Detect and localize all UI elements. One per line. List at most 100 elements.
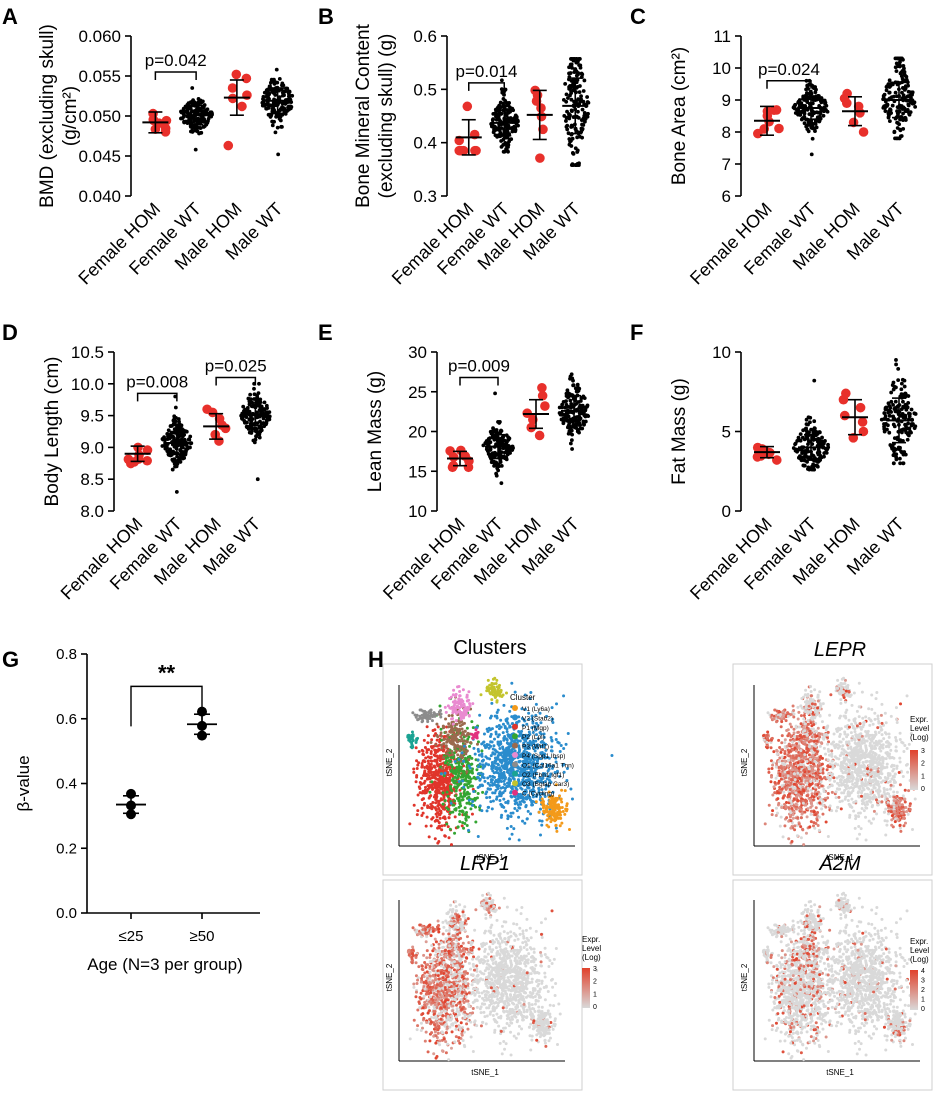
cell-point — [469, 777, 473, 781]
cell-point — [488, 757, 492, 761]
cell-point — [503, 725, 507, 729]
group-points — [839, 88, 869, 137]
data-point — [564, 402, 569, 407]
legend-label: V1 (Ly6a) — [522, 706, 550, 713]
cell-point — [516, 739, 520, 743]
data-point — [903, 118, 908, 122]
data-point — [267, 414, 272, 419]
cell-point — [416, 809, 420, 813]
data-point — [808, 420, 812, 425]
cell-point — [490, 701, 494, 705]
cell-point — [552, 809, 556, 813]
cell-point — [471, 702, 475, 706]
data-point — [810, 101, 815, 106]
cell-point — [495, 700, 499, 704]
data-point — [245, 408, 250, 413]
cell-point — [528, 798, 532, 802]
data-point — [460, 451, 470, 461]
legend-label: V2 (Stab2) — [522, 715, 553, 722]
y-axis-label: (g/cm²) — [60, 86, 81, 146]
data-point — [195, 129, 200, 134]
cell-point — [433, 714, 437, 718]
data-point — [817, 119, 822, 124]
data-point — [286, 94, 291, 99]
data-point — [571, 88, 575, 93]
cell-point — [441, 749, 445, 753]
cell-point — [457, 812, 461, 816]
cell-point — [480, 742, 484, 746]
cell-point — [420, 806, 424, 810]
data-point — [483, 441, 488, 445]
data-point — [794, 107, 799, 112]
data-point — [493, 133, 498, 138]
cell-point — [492, 737, 496, 741]
cell-point — [453, 699, 457, 703]
data-point — [200, 110, 205, 115]
cell-point — [495, 693, 499, 697]
data-point — [799, 117, 804, 122]
data-point — [897, 456, 902, 461]
data-point — [796, 112, 800, 117]
data-point — [812, 127, 817, 131]
data-point — [496, 419, 500, 424]
cell-point — [417, 785, 421, 789]
data-point — [752, 442, 763, 453]
cell-point — [414, 780, 418, 784]
y-tick-label: 0.5 — [413, 80, 437, 99]
cell-point — [495, 711, 499, 715]
cell-point — [777, 760, 781, 764]
data-point — [564, 92, 569, 97]
cell-point — [484, 755, 488, 759]
cell-point — [470, 720, 474, 724]
cell-point — [508, 733, 512, 737]
cell-point — [513, 749, 517, 753]
data-point — [505, 452, 510, 457]
y-tick-label: 0.055 — [78, 67, 121, 86]
data-point — [266, 90, 270, 95]
cell-point — [454, 807, 458, 811]
cell-point — [509, 758, 513, 762]
cell-point — [431, 816, 435, 820]
data-point — [180, 456, 185, 461]
cell-point — [502, 738, 506, 742]
cell-point — [447, 722, 451, 726]
cell-point — [565, 807, 569, 811]
data-point — [893, 409, 898, 414]
data-point — [582, 78, 587, 83]
data-point — [577, 421, 582, 426]
data-point — [188, 120, 193, 125]
data-point — [890, 103, 895, 108]
panel-letter: F — [630, 320, 643, 345]
data-point — [580, 107, 585, 112]
cell-point — [787, 837, 791, 841]
data-point — [585, 404, 589, 409]
cell-point — [504, 691, 508, 695]
y-tick-label: 10 — [712, 343, 731, 362]
cell-point — [446, 749, 450, 753]
cell-point — [446, 808, 450, 812]
legend-swatch — [512, 733, 518, 740]
data-point — [172, 414, 177, 419]
data-point — [909, 430, 913, 435]
cell-point — [407, 738, 411, 742]
data-point — [899, 104, 904, 108]
data-point — [160, 127, 171, 137]
data-point — [255, 415, 260, 420]
data-point — [274, 67, 279, 72]
data-point — [904, 430, 909, 435]
data-point — [570, 447, 574, 451]
cell-point — [477, 753, 481, 757]
data-point — [580, 135, 585, 140]
data-point — [913, 412, 918, 416]
cell-point — [426, 787, 430, 791]
cell-point — [610, 754, 614, 758]
data-point — [191, 98, 196, 103]
data-point — [536, 103, 546, 113]
cell-point — [443, 816, 447, 820]
data-point — [567, 71, 571, 76]
y-tick-label: 10 — [712, 59, 731, 78]
cell-point — [467, 801, 471, 805]
cell-point — [406, 734, 410, 738]
data-point — [896, 378, 901, 383]
